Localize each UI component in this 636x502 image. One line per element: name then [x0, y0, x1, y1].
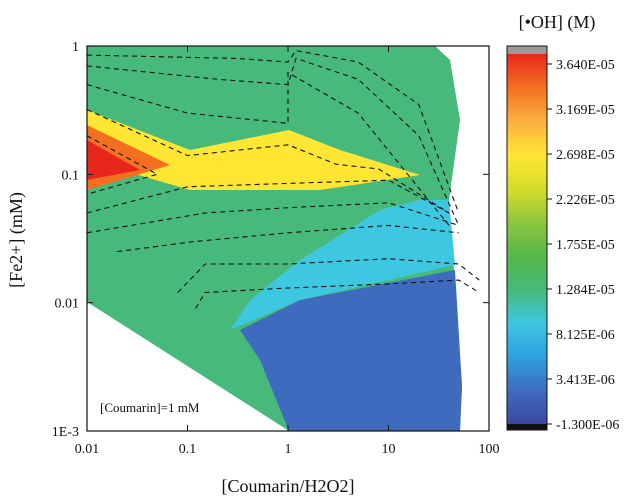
colorbar-tick-label: 1.755E-05	[556, 238, 615, 253]
colorbar-ticks: 3.640E-05 3.169E-05 2.698E-05 2.226E-05 1.75…	[547, 58, 619, 433]
colorbar	[507, 54, 547, 424]
colorbar-tick-label: 3.169E-05	[556, 103, 615, 118]
x-tick-label: 0.1	[179, 442, 197, 457]
x-axis-ticks: 0.01 0.1 1 10 100	[75, 46, 500, 457]
x-tick-label: 10	[382, 442, 396, 457]
yellow-region	[87, 110, 420, 190]
contour-line-4	[87, 57, 460, 226]
contour-line-1	[87, 109, 450, 214]
colorbar-tick-label: 1.284E-05	[556, 283, 615, 298]
cyan-region	[230, 200, 455, 330]
colorbar-bottom-cap	[507, 424, 547, 430]
colorbar-label: [•OH] (M)	[519, 12, 596, 33]
colorbar-tick-label: 8.125E-06	[556, 328, 615, 343]
contour-line-8	[177, 258, 480, 293]
y-tick-label: 1	[72, 40, 79, 55]
contour-lines	[87, 49, 480, 309]
x-tick-label: 100	[479, 442, 500, 457]
contour-line-6	[87, 202, 459, 234]
red-region	[87, 140, 140, 180]
colorbar-frame	[506, 45, 548, 431]
heatmap-layer	[87, 46, 480, 431]
x-tick-label: 0.01	[75, 442, 100, 457]
y-tick-label: 1E-3	[52, 425, 79, 440]
x-tick-label: 1	[285, 442, 292, 457]
contour-line-2	[87, 179, 450, 214]
contour-line-3	[87, 71, 450, 226]
colorbar-tick-label: 2.226E-05	[556, 193, 615, 208]
y-axis-ticks: 1E-3 0.01 0.1 1	[52, 40, 489, 440]
colorbar-tick-label: -1.300E-06	[556, 418, 619, 433]
contour-line-0	[87, 135, 159, 195]
contour-line-5	[87, 49, 460, 214]
colorbar-top-cap	[507, 46, 547, 54]
colorbar-tick-label: 2.698E-05	[556, 148, 615, 163]
x-axis-label: [Coumarin/H2O2]	[222, 476, 355, 496]
y-axis-label: [Fe2+] (mM)	[6, 192, 27, 288]
y-tick-label: 0.01	[55, 297, 80, 312]
colorbar-tick-label: 3.640E-05	[556, 58, 615, 73]
white-corner-left	[87, 302, 289, 431]
contour-line-7	[117, 224, 459, 253]
y-tick-label: 0.1	[62, 168, 80, 183]
colorbar-tick-label: 3.413E-06	[556, 373, 615, 388]
annotation-text: [Coumarin]=1 mM	[100, 400, 200, 415]
low-region	[240, 270, 462, 431]
